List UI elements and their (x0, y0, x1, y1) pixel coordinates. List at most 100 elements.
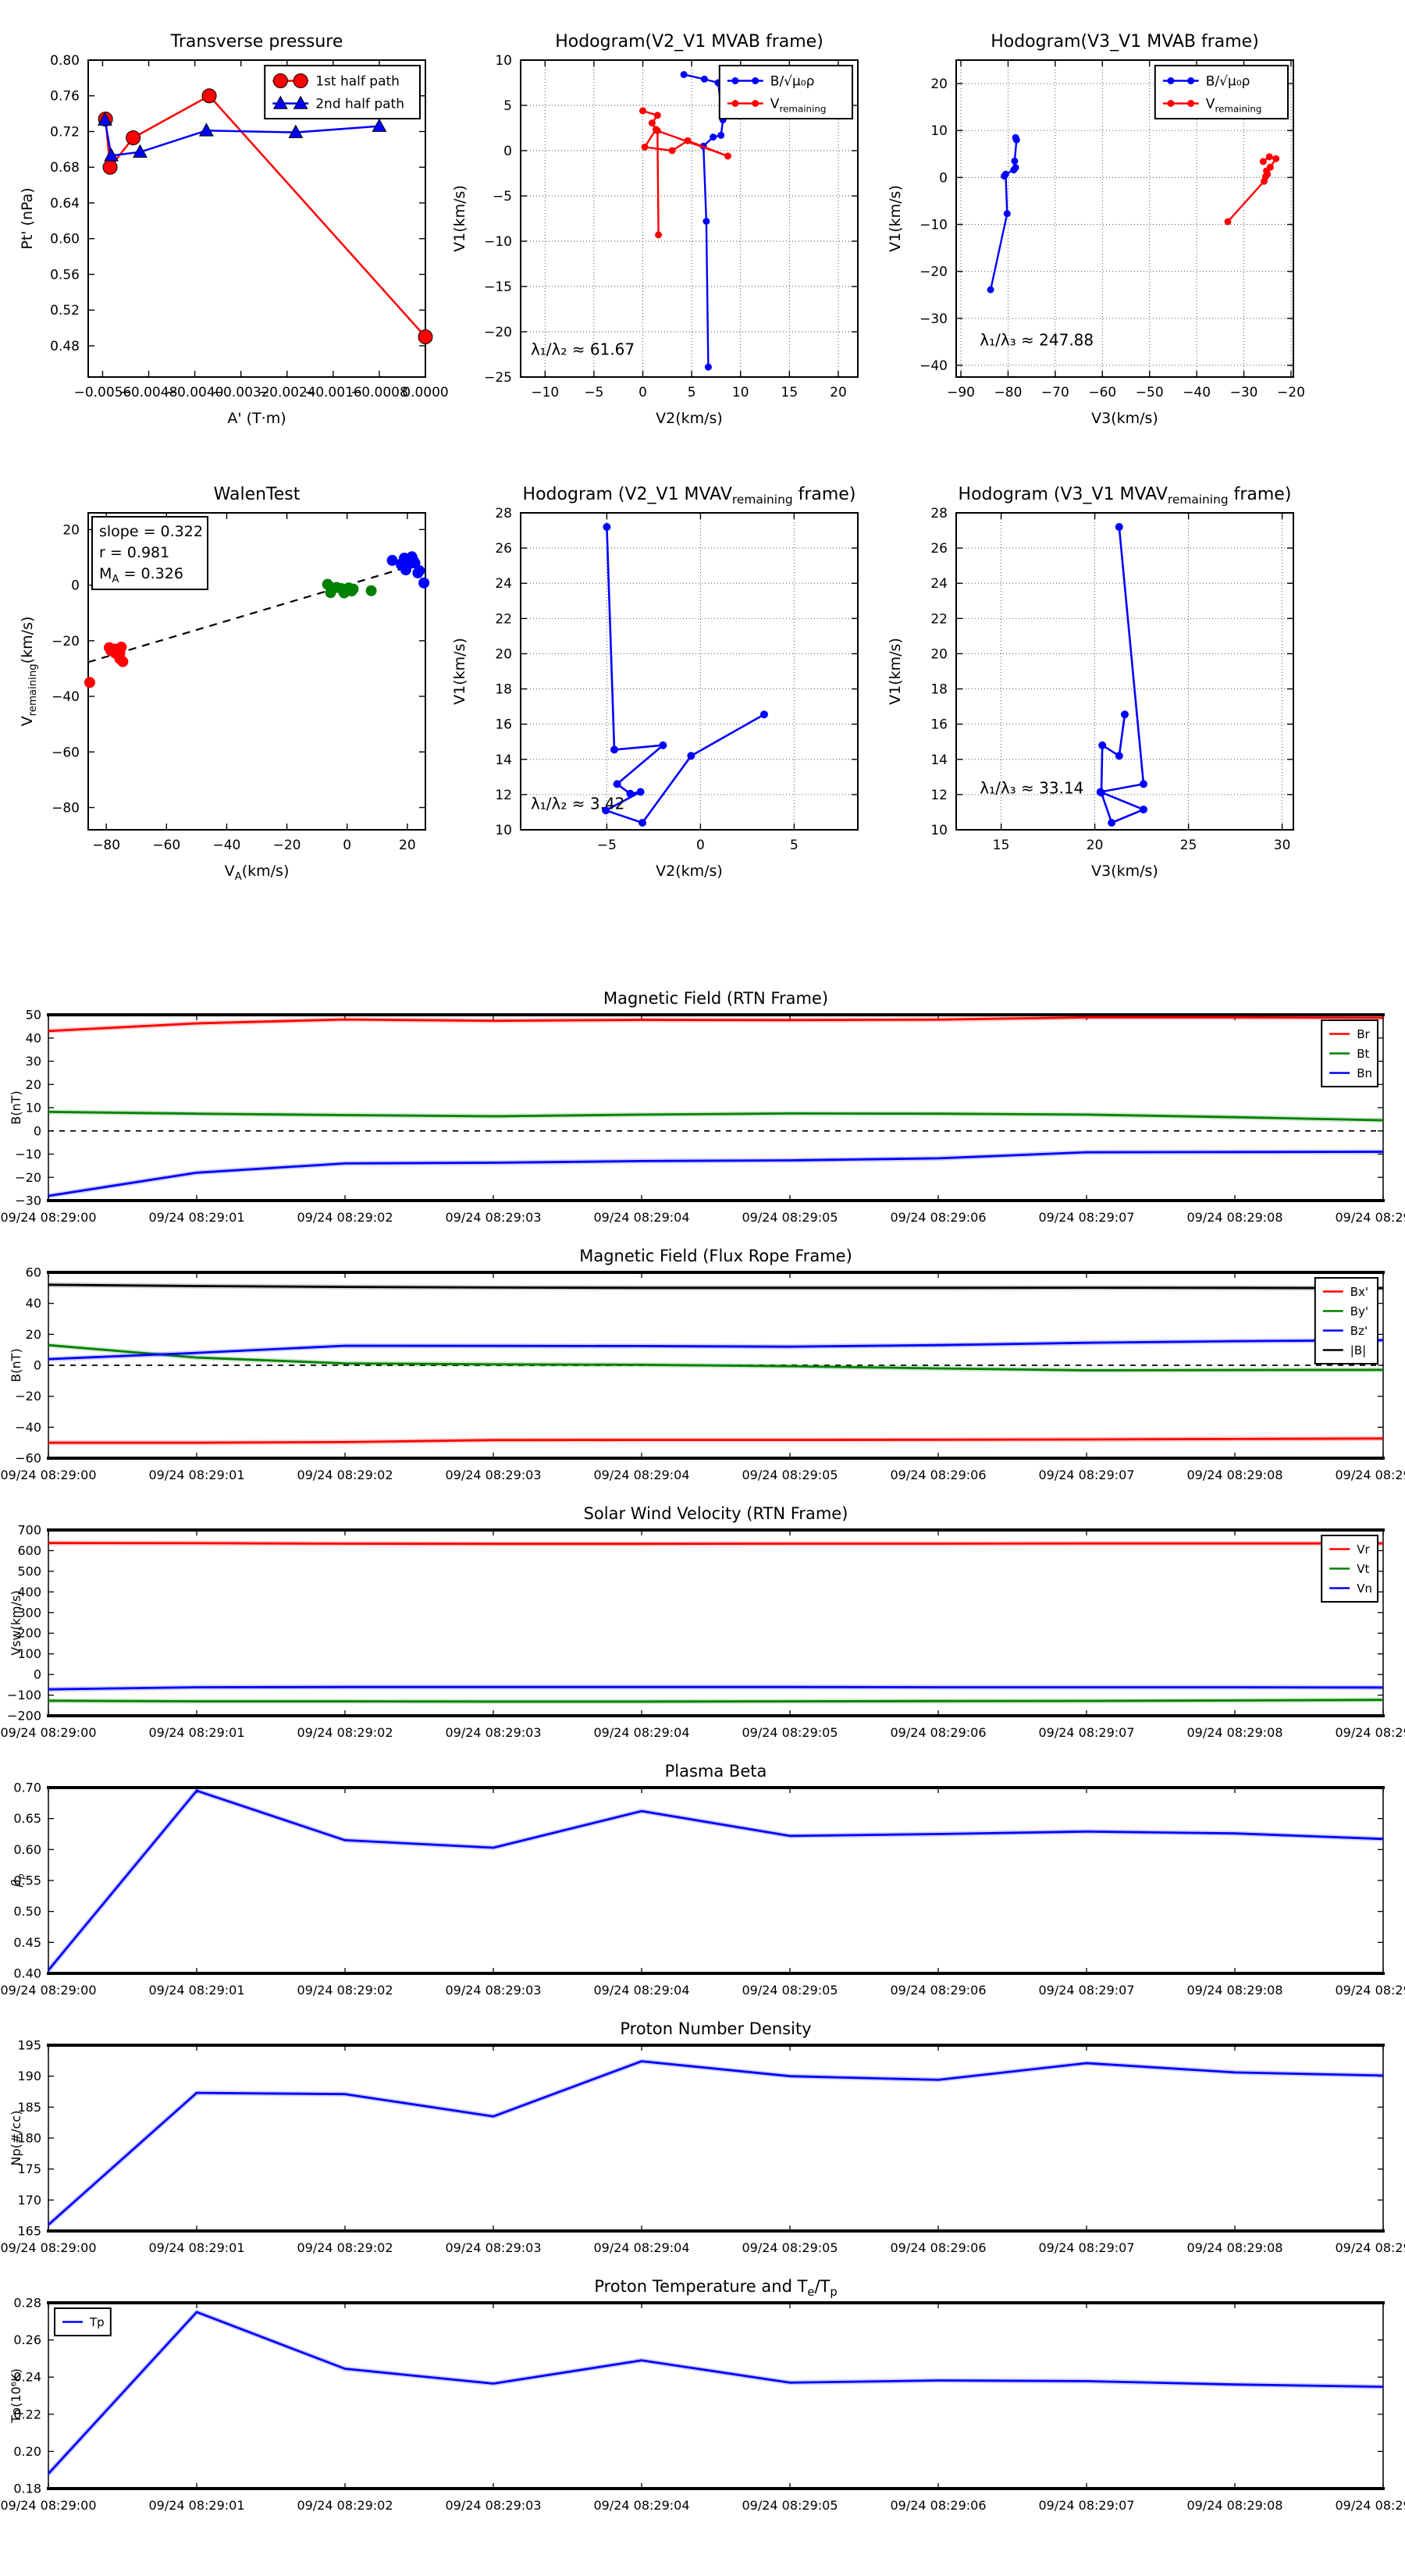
axis-ticks (956, 512, 1293, 831)
x-axis-label: V3(km/s) (1091, 863, 1158, 880)
svg-text:09/24 08:29:00: 09/24 08:29:00 (0, 1983, 96, 1998)
svg-text:0.68: 0.68 (50, 160, 80, 176)
stats-box: slope = 0.322 r = 0.981 MA = 0.326 (91, 516, 208, 590)
svg-text:−15: −15 (484, 279, 512, 295)
svg-text:09/24 08:29:07: 09/24 08:29:07 (1038, 1210, 1134, 1225)
svg-text:−0.0008: −0.0008 (350, 385, 408, 400)
svg-text:09/24 08:29:05: 09/24 08:29:05 (742, 2498, 838, 2513)
svg-text:Bt: Bt (1357, 1047, 1369, 1061)
y-axis-label: V1(km/s) (451, 185, 468, 252)
y-axis-label: Pt' (nPa) (19, 187, 36, 249)
chart-title: Solar Wind Velocity (RTN Frame) (584, 1504, 848, 1523)
chart-title: Proton Number Density (620, 2019, 811, 2038)
svg-text:09/24 08:29:02: 09/24 08:29:02 (297, 2240, 393, 2255)
svg-text:09/24 08:29:05: 09/24 08:29:05 (742, 1983, 838, 1998)
axis-ticks (956, 60, 1293, 377)
chart-title: Plasma Beta (665, 1762, 767, 1781)
svg-text:−0.0032: −0.0032 (212, 385, 270, 400)
svg-text:09/24 08:29:03: 09/24 08:29:03 (445, 2240, 541, 2255)
svg-text:0.40: 0.40 (13, 1966, 41, 1981)
svg-text:09/24 08:29:01: 09/24 08:29:01 (148, 1983, 244, 1998)
svg-text:26: 26 (930, 541, 948, 557)
x-axis-label: VA(km/s) (225, 863, 290, 883)
chart-svg-hodogram-v2v1-mvab: −10 −5 0 5 10 15 20 −25 −20 −15 −10 −5 0 5 10 Hodogram(… (451, 32, 859, 427)
chart-svg-transverse-pressure: −0.0056−0.0048−0.0040−0.0032−0.0024−0.00… (19, 32, 449, 427)
svg-text:09/24 08:29:01: 09/24 08:29:01 (148, 1725, 244, 1740)
chart-svg-proton-temp: 09/24 08:29:00 09/24 08:29:01 09/24 08:29:… (0, 2277, 1405, 2513)
svg-text:200: 200 (17, 1626, 41, 1641)
svg-text:−20: −20 (273, 838, 301, 853)
svg-text:−5: −5 (597, 838, 617, 853)
svg-text:−60: −60 (52, 745, 80, 760)
svg-text:0.20: 0.20 (13, 2444, 41, 2459)
svg-text:5: 5 (688, 385, 696, 400)
chart-magnetic-field-fluxrope: 09/24 08:29:00 09/24 08:29:01 09/24 08:29:… (0, 1240, 1405, 1497)
svg-text:Bn: Bn (1357, 1066, 1372, 1080)
chart-hodogram-v3v1-mvab: −90 −80 −70 −60 −50 −40 −30 −20 −40 −30 −20 −10 0 10 2… (874, 16, 1338, 441)
axes-frame (520, 59, 859, 378)
series-0 (84, 642, 129, 688)
svg-text:170: 170 (17, 2193, 41, 2208)
svg-text:0.22: 0.22 (13, 2407, 41, 2421)
svg-text:0.24: 0.24 (13, 2370, 41, 2385)
svg-text:14: 14 (930, 753, 948, 768)
axis-tick-labels: −80 −60 −40 −20 0 20 −80 −60 −40 −20 0 20 (52, 522, 416, 853)
svg-text:0.72: 0.72 (50, 124, 80, 140)
svg-text:0.18: 0.18 (13, 2482, 41, 2496)
svg-text:09/24 08:29:06: 09/24 08:29:06 (890, 1725, 986, 1740)
svg-text:Vn: Vn (1357, 1582, 1372, 1596)
svg-text:180: 180 (17, 2131, 41, 2146)
chart-svg-proton-density: 09/24 08:29:00 09/24 08:29:01 09/24 08:29:… (0, 2019, 1405, 2255)
series-vn (48, 1684, 1384, 1692)
svg-text:−25: −25 (484, 370, 512, 386)
axis-tick-labels: 15 20 25 30 10 12 14 16 18 20 22 24 26 28 (930, 506, 1290, 853)
svg-text:165: 165 (17, 2224, 41, 2239)
svg-text:Br: Br (1357, 1027, 1370, 1041)
chart-title: Transverse pressure (170, 32, 343, 52)
svg-text:−20: −20 (484, 325, 512, 340)
svg-text:500: 500 (17, 1564, 41, 1578)
svg-text:09/24 08:29:08: 09/24 08:29:08 (1186, 1468, 1282, 1482)
svg-text:175: 175 (17, 2161, 41, 2176)
svg-text:0.60: 0.60 (13, 1842, 41, 1857)
chart-svg-plasma-beta: 09/24 08:29:00 09/24 08:29:01 09/24 08:29:… (0, 1762, 1405, 1998)
svg-text:20: 20 (62, 522, 80, 538)
y-axis-label: Tp(10⁶K) (9, 2368, 23, 2424)
svg-text:09/24 08:29:03: 09/24 08:29:03 (445, 1983, 541, 1998)
svg-text:190: 190 (17, 2069, 41, 2083)
svg-text:0: 0 (939, 170, 948, 186)
svg-text:0.45: 0.45 (13, 1935, 41, 1950)
chart-svg-mag-rtn: 09/24 08:29:00 09/24 08:29:01 09/24 08:29:… (0, 989, 1405, 1225)
chart-hodogram-v2v1-mvav: −5 0 5 10 12 14 16 18 20 22 24 26 28 Hodogram (V2_V1 … (439, 468, 902, 894)
axis-ticks (48, 1787, 1384, 1974)
svg-text:09/24 08:29:04: 09/24 08:29:04 (593, 1210, 689, 1225)
axes-frame (955, 512, 1294, 831)
svg-text:22: 22 (495, 611, 512, 627)
svg-text:Vt: Vt (1357, 1562, 1369, 1576)
series-bn (48, 1149, 1384, 1199)
svg-text:09/24 08:29:09: 09/24 08:29:09 (1335, 1210, 1405, 1225)
svg-text:−10: −10 (919, 218, 948, 233)
svg-text:−90: −90 (947, 385, 975, 400)
svg-text:−40: −40 (15, 1420, 41, 1435)
svg-text:09/24 08:29:05: 09/24 08:29:05 (742, 1725, 838, 1740)
svg-text:28: 28 (930, 506, 948, 521)
svg-text:0.50: 0.50 (13, 1904, 41, 1919)
svg-text:60: 60 (26, 1265, 41, 1280)
svg-text:09/24 08:29:04: 09/24 08:29:04 (593, 1983, 689, 1998)
svg-text:−60: −60 (152, 838, 180, 853)
svg-text:−40: −40 (212, 838, 240, 853)
svg-text:B/√μ₀ρ: B/√μ₀ρ (1206, 74, 1250, 90)
svg-text:09/24 08:29:08: 09/24 08:29:08 (1186, 2498, 1282, 2513)
svg-text:−20: −20 (1277, 385, 1305, 400)
svg-text:−5: −5 (584, 385, 603, 400)
svg-text:−40: −40 (1183, 385, 1211, 400)
svg-text:|B|: |B| (1350, 1343, 1366, 1357)
legend: Bx' By' Bz' |B| (1314, 1277, 1379, 1364)
axis-tick-labels: −10 −5 0 5 10 15 20 −25 −20 −15 −10 −5 0 5 10 (484, 53, 847, 400)
svg-text:09/24 08:29:02: 09/24 08:29:02 (297, 1468, 393, 1482)
svg-text:20: 20 (26, 1327, 41, 1342)
svg-text:10: 10 (26, 1101, 41, 1115)
svg-text:−40: −40 (52, 689, 80, 705)
svg-text:300: 300 (17, 1605, 41, 1620)
